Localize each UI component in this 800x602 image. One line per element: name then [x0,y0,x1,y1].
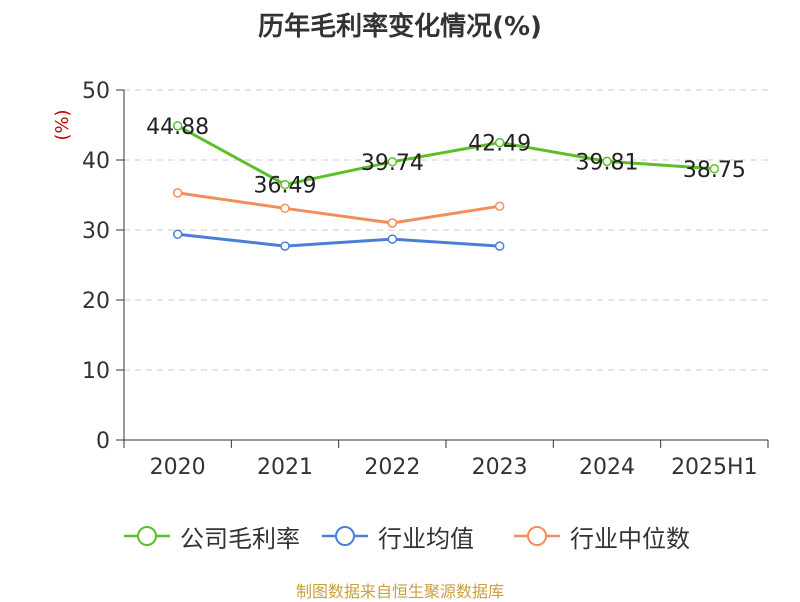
y-tick-label-0: 0 [96,429,110,454]
legend-label: 公司毛利率 [180,524,300,553]
y-tick-label-30: 30 [82,219,110,244]
y-tick-label-20: 20 [82,289,110,314]
y-tick-label-50: 50 [82,79,110,104]
data-label-0-2: 39.74 [361,151,424,176]
data-label-0-0: 44.88 [146,115,209,140]
series-line-2 [177,191,500,225]
data-label-0-1: 36.49 [254,174,317,199]
axes: 0 10 20 30 40 50 2020 2021 2022 2023 2024 2025H1 (%) [52,79,769,480]
data-point-0-2 [387,157,398,167]
x-tick-label-2020: 2020 [150,455,206,480]
data-point-0-5 [709,164,720,174]
y-tick-label-40: 40 [82,149,110,174]
x-tick-label-2021: 2021 [257,455,313,480]
legend-marker-icon [514,526,560,546]
data-point-0-0 [172,121,183,131]
data-point-0-3 [494,137,505,148]
source-footer: 制图数据来自恒生聚源数据库 [295,582,504,601]
legend-label: 行业中位数 [570,524,690,553]
data-point-1-0 [172,229,183,239]
data-point-1-2 [387,234,398,244]
data-point-0-4 [602,156,612,167]
data-point-2-1 [280,203,290,214]
chart-title: 历年毛利率变化情况(%) [258,12,542,42]
legend-marker-icon [124,526,170,546]
y-axis-label: (%) [52,109,73,140]
legend-item-0[interactable]: 公司毛利率 [122,520,300,553]
data-label-0-5: 38.75 [683,158,746,183]
series-line-1 [177,232,500,248]
legend-item-1[interactable]: 行业均值 [320,520,474,553]
grid-lines [124,89,768,371]
data-label-0-3: 42.49 [468,132,531,157]
data-point-2-2 [387,218,398,228]
legend-item-2[interactable]: 行业中位数 [512,520,690,553]
legend-label: 行业均值 [378,524,474,553]
x-tick-label-2022: 2022 [364,455,420,480]
data-point-2-3 [494,201,505,211]
x-tick-label-2024: 2024 [579,455,635,480]
data-point-0-1 [280,179,290,190]
legend-marker-icon [322,526,368,546]
data-point-1-3 [494,241,505,251]
series-lines [172,121,720,251]
y-tick-label-10: 10 [82,359,110,384]
x-tick-label-2025H1: 2025H1 [671,455,758,480]
data-label-0-4: 39.81 [576,150,639,175]
data-point-2-0 [172,188,183,198]
x-tick-label-2023: 2023 [472,455,528,480]
series-line-0 [176,124,715,187]
data-point-1-1 [280,241,290,251]
data-labels: 44.88 36.49 39.74 42.49 39.81 38.75 [146,115,746,199]
